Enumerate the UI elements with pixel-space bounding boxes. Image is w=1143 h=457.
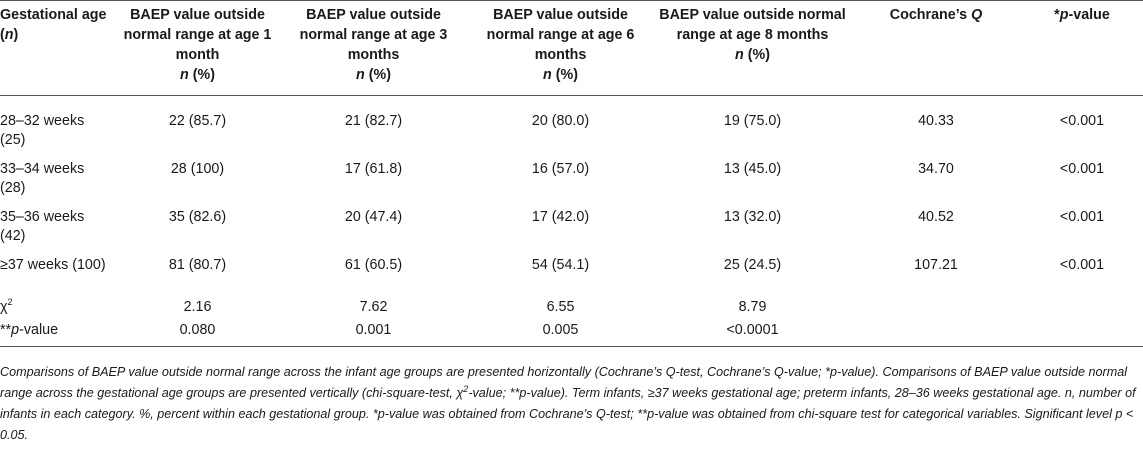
cell-month-3: 61 (60.5): [344, 257, 403, 273]
header-month-6: BAEP value outside normal range at age 6…: [486, 7, 635, 83]
results-table-container: Gestational age (n) BAEP value outside n…: [0, 0, 1143, 347]
cell-p-value: <0.001: [1059, 257, 1105, 273]
cell-month-8: 13 (45.0): [723, 161, 782, 177]
cell-month-1: 28 (100): [170, 161, 225, 177]
cell-empty: [1021, 317, 1143, 347]
chi-square-row: χ2 2.16 7.62 6.55 8.79: [0, 294, 1143, 317]
cell-month-3: 0.001: [355, 322, 392, 338]
header-month-1: BAEP value outside normal range at age 1…: [123, 7, 272, 83]
cell-month-8: <0.0001: [726, 322, 779, 338]
cell-empty: [1021, 294, 1143, 317]
cell-empty: [851, 317, 1021, 347]
baep-results-table: Gestational age (n) BAEP value outside n…: [0, 0, 1143, 347]
p-value-label: **p-value: [0, 322, 59, 338]
table-row: ≥37 weeks (100) 81 (80.7) 61 (60.5) 54 (…: [0, 246, 1143, 294]
cell-month-3: 20 (47.4): [344, 209, 403, 225]
cell-month-6: 17 (42.0): [531, 209, 590, 225]
cell-month-1: 35 (82.6): [168, 209, 227, 225]
row-label: ≥37 weeks (100): [0, 257, 106, 273]
cell-p-value: <0.001: [1059, 161, 1105, 177]
cell-month-6: 54 (54.1): [531, 257, 590, 273]
header-row: Gestational age (n) BAEP value outside n…: [0, 0, 1143, 96]
table-row: 28–32 weeks (25) 22 (85.7) 21 (82.7) 20 …: [0, 96, 1143, 151]
row-label: 35–36 weeks (42): [0, 209, 85, 244]
header-month-3: BAEP value outside normal range at age 3…: [299, 7, 448, 83]
cell-cochrane-q: 107.21: [914, 257, 958, 273]
cell-month-1: 0.080: [179, 322, 216, 338]
header-month-8: BAEP value outside normal range at age 8…: [659, 7, 846, 63]
chi-square-label: χ2: [0, 297, 13, 315]
cell-month-8: 8.79: [738, 299, 767, 315]
cell-month-8: 19 (75.0): [723, 113, 782, 129]
cell-cochrane-q: 40.33: [918, 113, 954, 129]
cell-cochrane-q: 40.52: [918, 209, 954, 225]
cell-month-8: 13 (32.0): [723, 209, 782, 225]
cell-p-value: <0.001: [1059, 209, 1105, 225]
cell-cochrane-q: 34.70: [918, 161, 954, 177]
cell-month-3: 21 (82.7): [344, 113, 403, 129]
table-row: 35–36 weeks (42) 35 (82.6) 20 (47.4) 17 …: [0, 198, 1143, 246]
p-value-row: **p-value 0.080 0.001 0.005 <0.0001: [0, 317, 1143, 347]
cell-month-8: 25 (24.5): [723, 257, 782, 273]
cell-month-1: 81 (80.7): [168, 257, 227, 273]
cell-month-6: 0.005: [542, 322, 579, 338]
header-gestational-age: Gestational age (n): [0, 7, 107, 43]
cell-month-1: 22 (85.7): [168, 113, 227, 129]
table-row: 33–34 weeks (28) 28 (100) 17 (61.8) 16 (…: [0, 150, 1143, 198]
row-label: 33–34 weeks (28): [0, 161, 85, 196]
header-cochrane-q: Cochrane’s Q: [889, 7, 983, 23]
cell-month-6: 20 (80.0): [531, 113, 590, 129]
cell-month-1: 2.16: [183, 299, 212, 315]
row-label: 28–32 weeks (25): [0, 113, 85, 148]
cell-month-6: 6.55: [546, 299, 575, 315]
cell-p-value: <0.001: [1059, 113, 1105, 129]
cell-month-3: 17 (61.8): [344, 161, 403, 177]
cell-month-6: 16 (57.0): [531, 161, 590, 177]
header-p-value: *p-value: [1054, 7, 1110, 23]
cell-empty: [851, 294, 1021, 317]
cell-month-3: 7.62: [359, 299, 388, 315]
table-footnote: Comparisons of BAEP value outside normal…: [0, 365, 1136, 442]
